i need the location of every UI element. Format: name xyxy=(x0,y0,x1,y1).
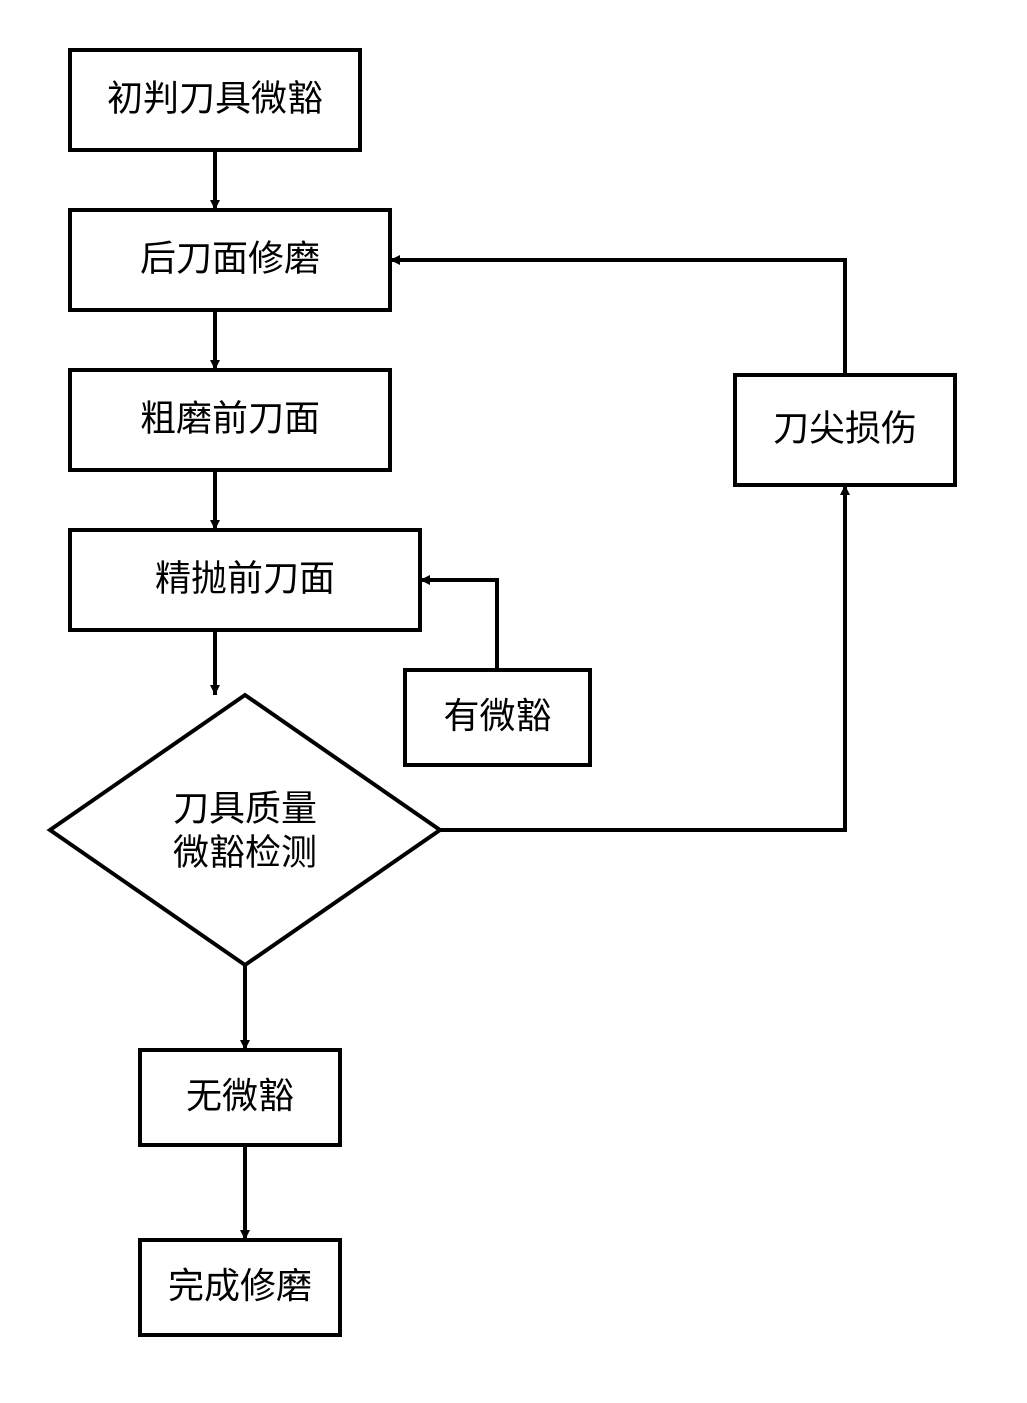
node-n4: 精抛前刀面 xyxy=(70,530,420,630)
node-n5-label-1: 刀具质量 xyxy=(173,788,317,828)
node-n5-label-2: 微豁检测 xyxy=(173,832,317,872)
node-n7-label: 完成修磨 xyxy=(168,1266,312,1306)
node-n1: 初判刀具微豁 xyxy=(70,50,360,150)
node-n4-label: 精抛前刀面 xyxy=(155,558,335,598)
node-n7: 完成修磨 xyxy=(140,1240,340,1335)
node-n6: 无微豁 xyxy=(140,1050,340,1145)
node-n1-label: 初判刀具微豁 xyxy=(107,78,323,118)
node-n9: 刀尖损伤 xyxy=(735,375,955,485)
node-n3: 粗磨前刀面 xyxy=(70,370,390,470)
node-n3-label: 粗磨前刀面 xyxy=(140,398,320,438)
node-n2-label: 后刀面修磨 xyxy=(140,238,320,278)
node-n6-label: 无微豁 xyxy=(186,1076,294,1116)
node-n8-label: 有微豁 xyxy=(443,696,551,736)
flowchart-canvas: 初判刀具微豁后刀面修磨粗磨前刀面精抛前刀面刀具质量微豁检测无微豁完成修磨 有微豁 刀… xyxy=(0,0,1027,1403)
node-n8: 有微豁 xyxy=(405,670,590,765)
node-n9-label: 刀尖损伤 xyxy=(773,408,917,448)
node-n2: 后刀面修磨 xyxy=(70,210,390,310)
